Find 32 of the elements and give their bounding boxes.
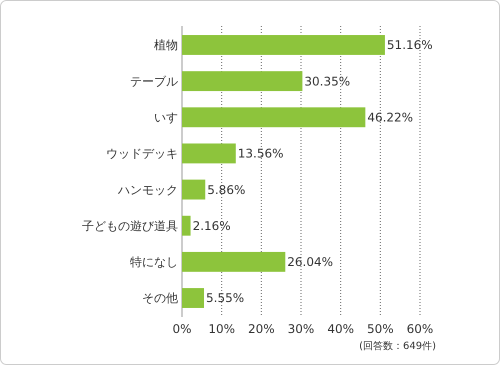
data-label: 30.35%	[304, 74, 350, 88]
bar	[182, 288, 204, 308]
x-tick-label: 20%	[248, 322, 275, 336]
x-tick-label: 30%	[288, 322, 314, 336]
x-tick-label: 40%	[327, 322, 354, 336]
y-tick-label: テーブル	[130, 74, 178, 88]
y-tick-label: 植物	[154, 38, 178, 52]
data-label: 13.56%	[238, 146, 284, 161]
y-tick-label: その他	[142, 291, 178, 306]
bar	[182, 35, 385, 55]
data-label: 5.55%	[206, 291, 244, 306]
bar	[182, 107, 366, 128]
data-label: 46.22%	[367, 110, 414, 124]
x-tick-label: 50%	[366, 322, 394, 336]
y-tick-label: いす	[154, 110, 178, 124]
x-tick-label: 60%	[406, 322, 434, 336]
bar	[182, 71, 302, 92]
bar	[182, 252, 286, 272]
text: (回答数：649件)	[359, 340, 436, 352]
x-tick-label: 10%	[208, 322, 236, 336]
bar	[182, 216, 191, 236]
data-label: 26.04%	[287, 255, 334, 270]
data-label: 2.16%	[192, 218, 231, 233]
data-label: 5.86%	[207, 182, 246, 197]
y-tick-label: 特になし	[130, 255, 178, 270]
data-label: 51.16%	[386, 38, 433, 52]
y-tick-label: ハンモック	[117, 182, 178, 197]
x-tick-label: 0%	[172, 322, 192, 336]
y-tick-label: ウッドデッキ	[106, 146, 178, 161]
y-tick-label: 子どもの遊び道具	[82, 218, 178, 233]
bar	[182, 143, 236, 164]
bar	[182, 180, 206, 200]
